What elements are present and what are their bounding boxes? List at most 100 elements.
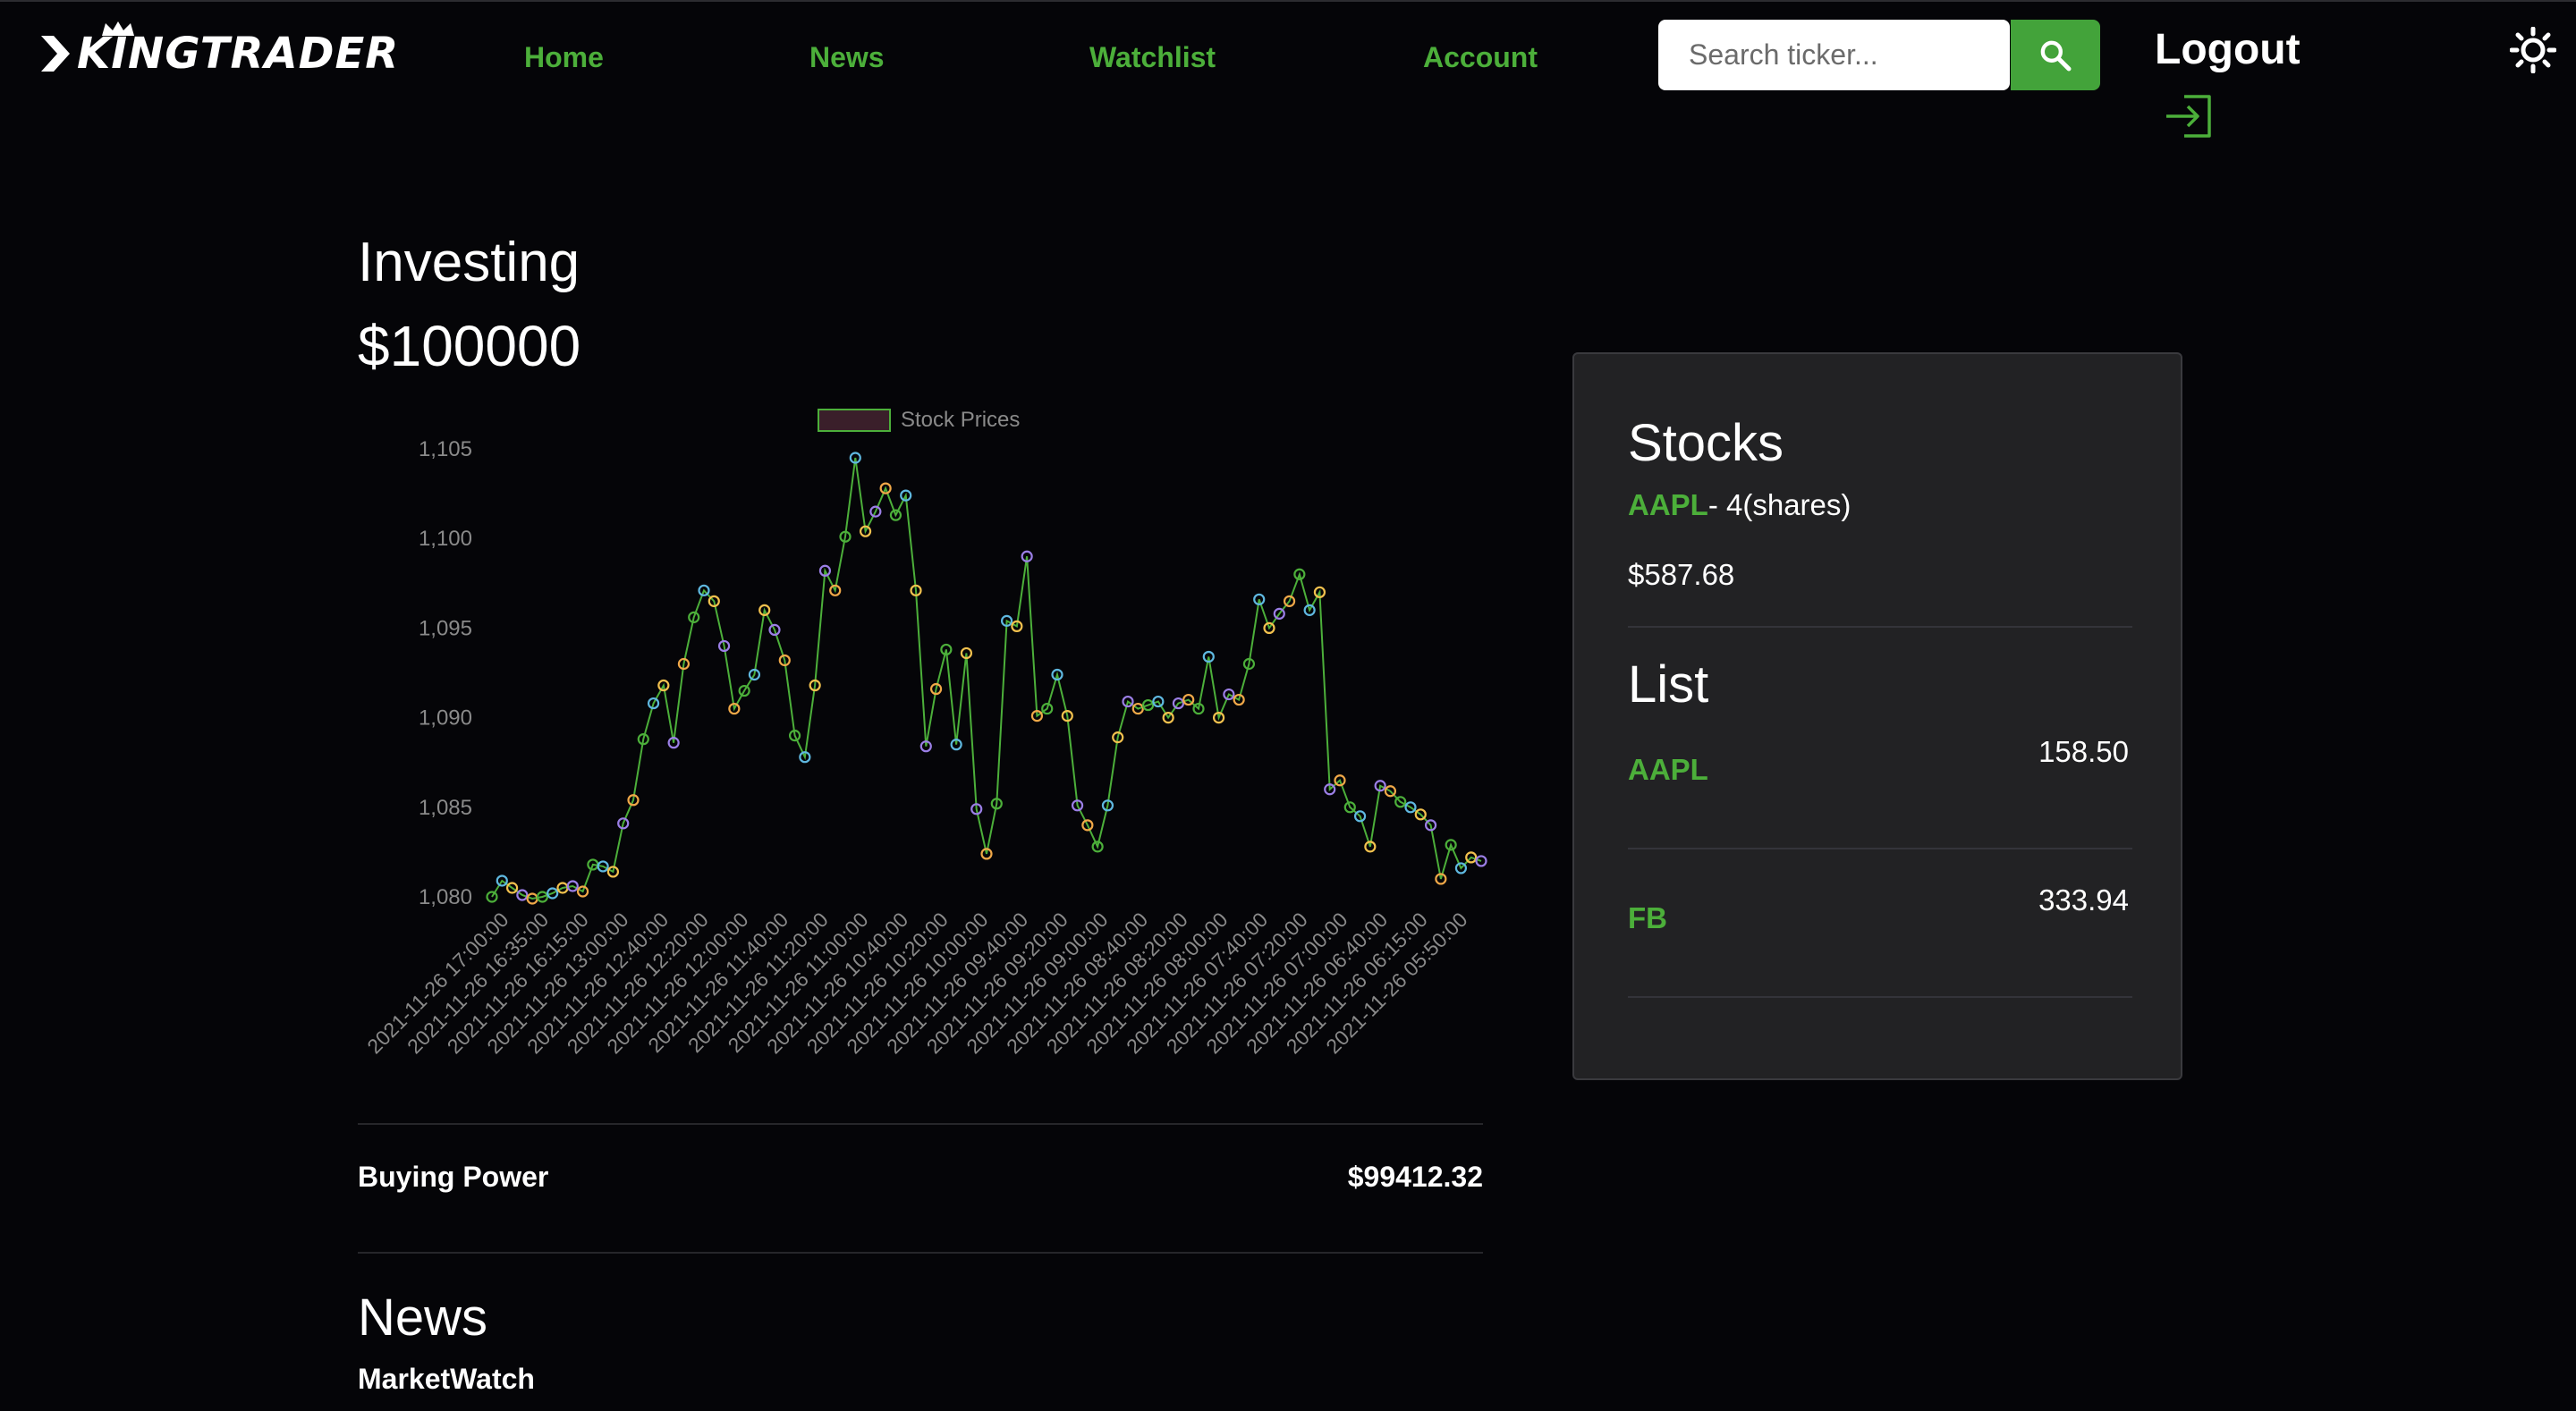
data-point[interactable] (1313, 586, 1326, 598)
logout-link[interactable]: Logout (2155, 26, 2301, 73)
data-point[interactable] (728, 702, 741, 715)
data-point[interactable] (516, 889, 529, 901)
data-point[interactable] (738, 684, 750, 697)
stock-ticker[interactable]: AAPL (1628, 488, 1708, 521)
nav-watchlist[interactable]: Watchlist (1089, 41, 1216, 73)
data-point[interactable] (818, 564, 832, 577)
data-point[interactable] (910, 584, 922, 596)
data-point[interactable] (940, 643, 953, 656)
list-item-ticker[interactable]: FB (1628, 901, 1667, 934)
data-point[interactable] (889, 509, 902, 521)
data-point[interactable] (900, 489, 912, 502)
data-point[interactable] (717, 639, 731, 653)
data-point[interactable] (950, 739, 962, 751)
data-point[interactable] (1152, 695, 1165, 708)
data-point[interactable] (960, 646, 973, 660)
list-item-ticker[interactable]: AAPL (1628, 753, 1708, 786)
data-point[interactable] (1081, 819, 1094, 832)
data-point[interactable] (829, 584, 842, 596)
data-point[interactable] (1324, 783, 1336, 796)
data-point[interactable] (929, 682, 943, 696)
data-point[interactable] (1223, 688, 1235, 701)
data-point[interactable] (1374, 780, 1386, 792)
data-point[interactable] (839, 530, 852, 543)
data-point[interactable] (1000, 614, 1013, 627)
data-point[interactable] (1041, 702, 1054, 715)
data-point[interactable] (1404, 801, 1417, 814)
data-point[interactable] (919, 740, 932, 753)
data-point[interactable] (1122, 695, 1134, 708)
data-point[interactable] (1475, 855, 1487, 867)
data-point[interactable] (547, 887, 559, 900)
data-point[interactable] (576, 885, 589, 898)
nav-home[interactable]: Home (524, 41, 604, 73)
data-point[interactable] (486, 891, 498, 903)
data-point[interactable] (667, 737, 680, 749)
data-point[interactable] (859, 525, 872, 537)
data-point[interactable] (788, 730, 801, 742)
data-point[interactable] (1101, 799, 1114, 812)
data-point[interactable] (1465, 851, 1478, 864)
data-point[interactable] (970, 803, 983, 815)
data-point[interactable] (536, 891, 549, 903)
data-point[interactable] (677, 657, 691, 671)
data-point[interactable] (809, 679, 821, 692)
data-point[interactable] (1091, 841, 1104, 853)
data-point[interactable] (1141, 698, 1155, 712)
data-point[interactable] (879, 482, 892, 494)
data-point[interactable] (1334, 774, 1346, 787)
data-point[interactable] (566, 880, 579, 892)
data-point[interactable] (1051, 668, 1063, 681)
data-point[interactable] (1202, 650, 1215, 663)
data-point[interactable] (708, 595, 720, 607)
data-point[interactable] (1212, 712, 1225, 724)
data-point[interactable] (496, 874, 508, 887)
data-point[interactable] (1253, 593, 1266, 605)
data-point[interactable] (869, 505, 882, 518)
data-point[interactable] (1172, 697, 1185, 710)
login-arrow-icon[interactable] (2163, 93, 2215, 139)
data-point[interactable] (1435, 873, 1447, 885)
data-point[interactable] (1182, 693, 1195, 706)
data-point[interactable] (698, 584, 710, 596)
data-point[interactable] (1293, 568, 1306, 580)
data-point[interactable] (1414, 808, 1427, 821)
data-point[interactable] (1303, 604, 1316, 616)
data-point[interactable] (1112, 731, 1124, 744)
data-point[interactable] (606, 866, 620, 878)
data-point[interactable] (1353, 810, 1367, 823)
data-point[interactable] (799, 751, 811, 764)
data-point[interactable] (1242, 657, 1256, 671)
data-point[interactable] (758, 604, 771, 616)
data-point[interactable] (1343, 801, 1356, 814)
news-source[interactable]: MarketWatch (358, 1363, 535, 1395)
nav-news[interactable]: News (809, 41, 885, 73)
data-point[interactable] (1394, 796, 1407, 808)
sun-icon[interactable] (2510, 27, 2556, 73)
data-point[interactable] (1061, 709, 1073, 722)
data-point[interactable] (647, 697, 660, 710)
data-point[interactable] (748, 668, 761, 681)
data-point[interactable] (1384, 785, 1397, 798)
data-point[interactable] (1233, 693, 1245, 706)
data-point[interactable] (505, 882, 519, 894)
data-point[interactable] (849, 452, 861, 464)
data-point[interactable] (1162, 712, 1174, 724)
data-point[interactable] (1424, 819, 1437, 832)
data-point[interactable] (597, 860, 609, 873)
chart-legend[interactable]: Stock Prices (818, 408, 1020, 432)
data-point[interactable] (1192, 702, 1205, 715)
data-point[interactable] (1445, 839, 1457, 851)
data-point[interactable] (1030, 709, 1044, 722)
data-point[interactable] (688, 611, 700, 623)
data-point[interactable] (637, 733, 649, 746)
nav-account[interactable]: Account (1423, 41, 1538, 73)
data-point[interactable] (1071, 799, 1084, 812)
search-button[interactable] (2011, 20, 2100, 90)
data-point[interactable] (1131, 702, 1144, 715)
data-point[interactable] (1283, 595, 1296, 607)
data-point[interactable] (980, 848, 993, 860)
data-point[interactable] (1364, 841, 1377, 853)
data-point[interactable] (1454, 862, 1468, 874)
data-point[interactable] (627, 794, 640, 807)
